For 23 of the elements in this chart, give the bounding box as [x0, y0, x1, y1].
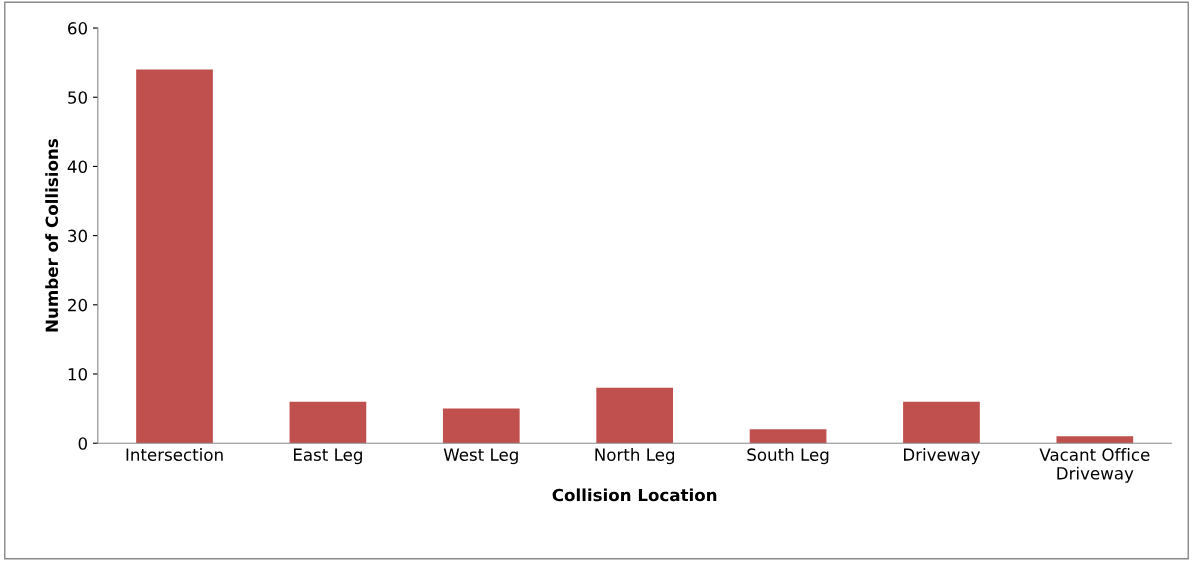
bar: [442, 408, 520, 444]
y-tick-label: 50: [68, 91, 87, 104]
x-tick-label: Driveway: [904, 448, 981, 465]
y-tick-label: 20: [68, 298, 87, 312]
x-tick-label: Intersection: [126, 448, 223, 461]
bar: [903, 401, 980, 444]
x-tick-label: West Leg: [443, 448, 518, 465]
x-tick-label: South Leg: [747, 448, 829, 465]
y-tick-label: 40: [67, 160, 87, 173]
bar: [1056, 436, 1134, 444]
y-tick-label: 10: [68, 367, 87, 381]
y-axis-title: Number of Collisions: [45, 139, 59, 332]
y-tick-label: 60: [68, 22, 87, 35]
y-tick-label: 30: [68, 229, 87, 243]
bar: [749, 429, 827, 444]
y-tick-label: 0: [78, 437, 87, 450]
bar: [136, 69, 213, 444]
bar: [596, 387, 674, 444]
x-tick-label: East Leg: [294, 448, 362, 465]
x-tick-label: Vacant Office Driveway: [1039, 448, 1150, 483]
bar: [289, 401, 367, 444]
x-tick-label: North Leg: [595, 448, 675, 465]
x-axis-title: Collision Location: [552, 488, 717, 502]
